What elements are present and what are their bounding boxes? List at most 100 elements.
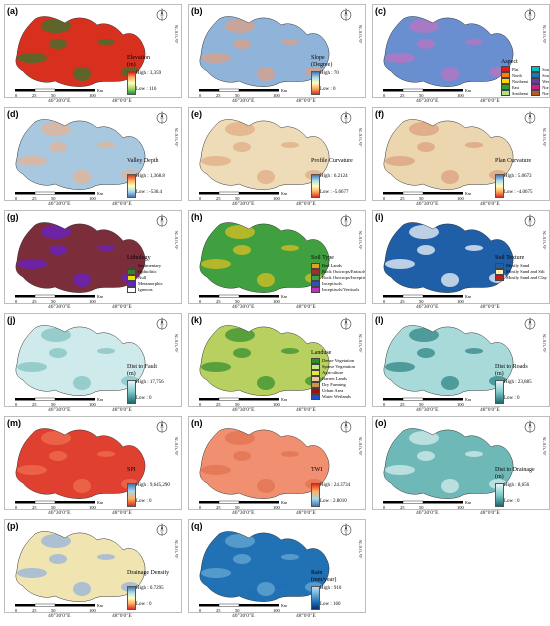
- svg-text:25: 25: [216, 196, 221, 201]
- legend-swatch: [127, 281, 136, 287]
- terrain-patch: [385, 362, 415, 372]
- svg-text:Km: Km: [281, 88, 288, 93]
- terrain-patch: [201, 362, 231, 372]
- svg-text:0: 0: [199, 196, 202, 201]
- map-panel-h: (h) N 35°0'0"N 0 25 50 100 Km Soil Type Bad Lands…: [188, 210, 366, 304]
- terrain-patch: [73, 67, 91, 81]
- panel-label: (j): [7, 315, 16, 325]
- svg-text:50: 50: [51, 196, 56, 201]
- terrain-patch: [223, 355, 235, 365]
- svg-text:N: N: [161, 523, 163, 526]
- legend-title: Slope (Degree): [311, 55, 333, 68]
- terrain-patch: [417, 245, 435, 255]
- legend-color-ramp: [495, 174, 504, 198]
- longitude-label: 48°0'0"E: [296, 304, 316, 310]
- terrain-patch: [201, 465, 231, 475]
- svg-text:0: 0: [199, 608, 202, 613]
- terrain-patch: [87, 458, 99, 464]
- legend-label: Dry Farming: [322, 382, 346, 387]
- legend-swatch: [127, 287, 136, 293]
- terrain-patch: [301, 334, 330, 340]
- svg-text:N: N: [161, 214, 163, 217]
- longitude-label: 48°0'0"E: [296, 98, 316, 104]
- terrain-patch: [475, 32, 499, 38]
- terrain-patch: [383, 327, 395, 333]
- longitude-label: 48°0'0"E: [296, 613, 316, 619]
- terrain-patch: [107, 32, 131, 38]
- svg-text:N: N: [529, 8, 531, 11]
- terrain-patch: [465, 39, 483, 45]
- terrain-patch: [225, 225, 255, 239]
- terrain-patch: [87, 149, 99, 155]
- study-area-map: [383, 222, 514, 293]
- legend-low-value: Low : 160: [320, 602, 341, 607]
- study-area-map: [199, 428, 330, 499]
- latitude-label: 35°0'0"N: [359, 128, 364, 147]
- legend-swatch: [311, 364, 320, 370]
- terrain-patch: [15, 327, 27, 333]
- study-area-map: [383, 119, 514, 190]
- terrain-patch: [291, 444, 315, 450]
- terrain-patch: [455, 46, 467, 52]
- longitude-label: 46°30'0"E: [232, 304, 255, 310]
- legend-color-ramp: [311, 174, 320, 198]
- longitude-label: 46°30'0"E: [232, 613, 255, 619]
- legend-low-value: Low : 0: [504, 396, 520, 401]
- svg-text:25: 25: [32, 402, 37, 407]
- terrain-patch: [431, 486, 443, 499]
- legend-categories: Flat South North Southwest Northeast West East…: [501, 66, 549, 96]
- terrain-patch: [15, 533, 27, 539]
- legend-swatch: [531, 90, 541, 96]
- svg-text:100: 100: [89, 505, 97, 510]
- longitude-label: 48°0'0"E: [480, 510, 500, 516]
- terrain-patch: [291, 341, 315, 347]
- terrain-patch: [383, 224, 395, 230]
- legend-item: Bad Lands: [311, 263, 365, 269]
- panel-label: (a): [7, 6, 18, 16]
- terrain-patch: [199, 224, 211, 230]
- svg-text:50: 50: [419, 402, 424, 407]
- svg-text:50: 50: [51, 505, 56, 510]
- legend-label: Southeast: [512, 90, 529, 96]
- terrain-patch: [117, 334, 146, 340]
- legend-swatch: [501, 72, 510, 78]
- north-arrow-icon: N: [155, 523, 169, 537]
- terrain-patch: [271, 46, 283, 52]
- svg-text:25: 25: [216, 93, 221, 98]
- terrain-patch: [301, 437, 330, 443]
- svg-text:0: 0: [383, 196, 386, 201]
- legend-label: Null: [138, 275, 147, 280]
- longitude-label: 48°0'0"E: [296, 201, 316, 207]
- study-area-outline: [199, 428, 330, 499]
- terrain-patch: [41, 225, 71, 239]
- svg-text:50: 50: [419, 299, 424, 304]
- terrain-patch: [409, 225, 439, 239]
- terrain-patch: [465, 245, 483, 251]
- svg-text:100: 100: [89, 402, 97, 407]
- terrain-patch: [417, 451, 435, 461]
- terrain-patch: [485, 231, 514, 237]
- legend-title: Drainage Density: [127, 570, 170, 576]
- terrain-patch: [41, 19, 71, 33]
- legend-color-ramp: [127, 380, 136, 404]
- svg-text:50: 50: [235, 402, 240, 407]
- terrain-patch: [257, 582, 275, 596]
- legend-label: Metamorphic: [138, 281, 163, 286]
- study-area-outline: [383, 428, 514, 499]
- study-area-outline: [383, 222, 514, 293]
- legend-swatch: [311, 394, 320, 400]
- legend-swatch: [311, 269, 320, 275]
- legend-high-value: High : 8,656: [504, 483, 530, 488]
- svg-text:50: 50: [51, 608, 56, 613]
- terrain-patch: [87, 355, 99, 361]
- terrain-patch: [233, 348, 251, 358]
- svg-text:100: 100: [273, 196, 281, 201]
- legend-item: Inceptisols/Vertisols: [311, 287, 365, 293]
- svg-text:50: 50: [51, 93, 56, 98]
- terrain-patch: [15, 224, 27, 230]
- terrain-patch: [257, 170, 275, 184]
- svg-text:25: 25: [400, 299, 405, 304]
- legend-title: SPI: [127, 467, 136, 473]
- scale-bar: 0 25 50 100 Km: [13, 188, 105, 201]
- terrain-patch: [441, 376, 459, 390]
